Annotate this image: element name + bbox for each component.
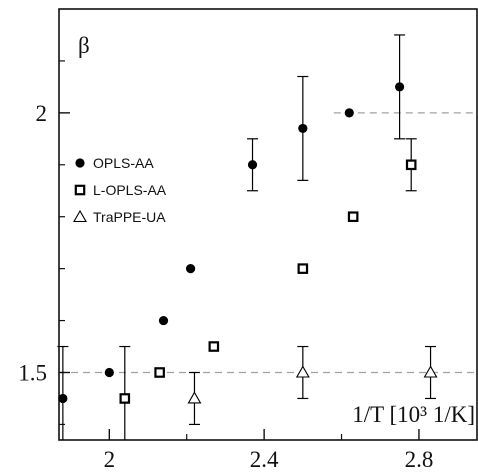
- error-bar-opls-aa: [57, 345, 69, 440]
- data-point-opls-aa: [247, 160, 258, 170]
- legend-marker-l-opls-aa: [74, 184, 86, 196]
- data-point-l-opls-aa: [154, 367, 165, 378]
- data-point-opls-aa: [58, 393, 68, 404]
- data-point-trappe-ua: [187, 391, 202, 404]
- legend-label-opls-aa: OPLS-AA: [93, 155, 154, 171]
- data-point-opls-aa: [298, 123, 308, 134]
- data-point-l-opls-aa: [297, 263, 309, 274]
- legend-label-trappe-ua: TraPPE-UA: [93, 209, 166, 225]
- axis-ticks: 2 2.4 2.8 1.5 2: [18, 60, 434, 472]
- legend-marker-opls-aa: [75, 158, 85, 168]
- y-tick-label: 1.5: [18, 360, 47, 385]
- legend-label-l-opls-aa: L-OPLS-AA: [93, 182, 167, 198]
- x-tick-label: 2.8: [405, 447, 434, 472]
- x-axis-title: 1/T [10³ 1/K]: [352, 402, 475, 427]
- data-point-opls-aa: [344, 108, 354, 118]
- data-point-opls-aa: [104, 367, 114, 378]
- legend: OPLS-AA L-OPLS-AA TraPPE-UA: [73, 155, 167, 225]
- data-point-trappe-ua: [295, 365, 310, 378]
- legend-item-trappe-ua: TraPPE-UA: [73, 209, 166, 225]
- data-marks: [57, 34, 438, 440]
- legend-item-l-opls-aa: L-OPLS-AA: [74, 182, 167, 198]
- x-tick-label: 2.4: [250, 447, 279, 472]
- data-point-l-opls-aa: [208, 341, 220, 352]
- data-point-l-opls-aa: [347, 211, 359, 223]
- data-point-l-opls-aa: [405, 159, 417, 171]
- data-point-l-opls-aa: [119, 393, 131, 404]
- x-tick-label: 2: [104, 447, 116, 472]
- y-tick-label: 2: [36, 101, 48, 126]
- plot-frame: [58, 8, 478, 441]
- legend-marker-trappe-ua: [73, 209, 87, 223]
- data-point-opls-aa: [394, 82, 405, 92]
- legend-item-opls-aa: OPLS-AA: [75, 155, 154, 171]
- y-axis-title: β: [78, 33, 90, 58]
- data-point-trappe-ua: [423, 365, 438, 378]
- data-point-opls-aa: [158, 315, 169, 326]
- data-point-opls-aa: [185, 264, 196, 274]
- reference-lines: [59, 112, 476, 374]
